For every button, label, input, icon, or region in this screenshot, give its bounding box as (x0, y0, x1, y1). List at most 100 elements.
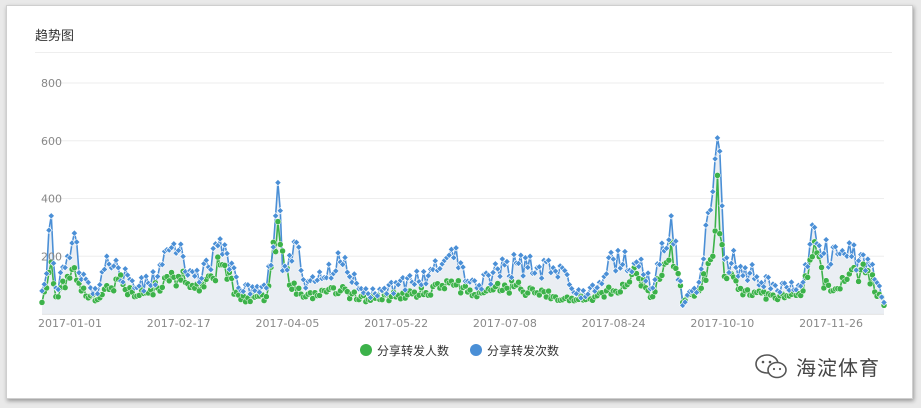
data-point-people (149, 291, 157, 298)
data-point-times (614, 246, 622, 255)
data-point-people (698, 284, 705, 292)
data-point-people (600, 293, 608, 301)
data-point-people (626, 278, 633, 286)
data-point-times (297, 266, 305, 275)
data-point-times (422, 280, 430, 288)
data-point-times (283, 266, 291, 274)
data-point-people (246, 298, 254, 305)
data-point-times (815, 241, 823, 250)
data-point-times (262, 284, 271, 292)
data-point-people (836, 285, 844, 293)
data-point-times (658, 239, 666, 247)
data-point-times (255, 288, 264, 296)
legend-marker-times[interactable] (470, 344, 482, 356)
data-point-times (618, 260, 627, 269)
data-point-people (732, 277, 740, 285)
data-point-times (221, 241, 229, 249)
chart-panel: 趋势图 (6, 5, 913, 399)
data-point-times (651, 275, 659, 284)
data-point-times (339, 260, 347, 269)
data-point-times (730, 246, 738, 255)
legend-marker-people[interactable] (360, 344, 372, 356)
data-point-times (366, 293, 375, 302)
data-point-times (514, 259, 523, 268)
panel-title: 趋势图 (35, 29, 75, 44)
data-point-times (239, 287, 247, 296)
data-point-people (54, 293, 62, 301)
data-point-times (274, 178, 282, 187)
data-point-people (196, 287, 203, 295)
data-point-times (179, 252, 187, 261)
x-tick-label: 2017-05-22 (364, 317, 428, 330)
data-point-times (267, 261, 275, 269)
data-point-times (177, 240, 185, 248)
data-point-times (246, 290, 254, 298)
data-point-times (389, 289, 398, 298)
data-point-people (288, 286, 296, 293)
data-point-times (100, 265, 109, 274)
legend-label-times[interactable]: 分享转发次数 (487, 343, 559, 358)
data-point-times (484, 271, 493, 279)
data-point-times (709, 188, 717, 196)
data-point-people (80, 284, 87, 292)
legend-label-people[interactable]: 分享转发人数 (377, 343, 449, 358)
data-point-times (54, 285, 62, 294)
x-tick-label: 2017-02-17 (147, 317, 211, 330)
data-point-people (674, 270, 682, 277)
data-point-people (200, 283, 208, 291)
data-point-people (330, 284, 337, 292)
data-point-times (142, 272, 150, 280)
data-point-times (575, 286, 583, 294)
data-point-times (228, 259, 236, 267)
data-point-people (272, 248, 279, 255)
data-point-times (209, 244, 217, 253)
y-tick-label: 400 (41, 193, 62, 206)
data-point-times (503, 257, 511, 266)
data-point-times (121, 265, 129, 273)
data-point-times (369, 285, 377, 293)
y-tick-label: 800 (41, 77, 62, 90)
data-point-people (843, 276, 851, 283)
data-point-times (49, 259, 58, 267)
data-point-times (341, 253, 349, 262)
data-point-times (325, 260, 333, 268)
y-tick-label: 200 (41, 250, 62, 263)
data-point-times (420, 267, 428, 276)
data-point-people (804, 274, 811, 281)
data-point-times (40, 280, 48, 288)
data-point-times (662, 244, 671, 252)
data-point-people (702, 277, 710, 284)
data-point-times (494, 265, 502, 273)
data-point-times (334, 249, 342, 257)
data-point-times (216, 235, 224, 243)
data-point-times (753, 273, 761, 281)
data-point-times (875, 282, 883, 290)
data-point-times (727, 259, 735, 267)
data-point-times (387, 278, 395, 287)
data-point-times (843, 252, 851, 260)
tick-labels: 200 400 600 800 2017-01-01 2017-02-17 2017-04-… (38, 77, 863, 330)
data-point-people (866, 280, 874, 288)
data-point-times (410, 280, 419, 289)
data-point-times (86, 284, 95, 292)
data-point-times (820, 249, 828, 257)
data-point-people (172, 282, 180, 290)
wechat-icon (755, 354, 787, 379)
data-point-times (551, 267, 560, 275)
data-point-times (799, 278, 807, 286)
data-point-times (711, 155, 719, 163)
data-point-times (170, 240, 178, 248)
data-point-times (346, 273, 354, 281)
data-point-people (457, 289, 464, 297)
data-point-times (787, 278, 796, 286)
data-point-times (207, 266, 215, 274)
data-point-times (413, 267, 421, 275)
data-point-times (135, 282, 143, 290)
x-tick-label: 2017-11-26 (799, 317, 863, 330)
series-markers (38, 134, 888, 309)
data-point-times (810, 223, 819, 231)
data-point-times (746, 269, 754, 277)
data-point-people (290, 279, 298, 287)
x-tick-label: 2017-07-08 (473, 317, 537, 330)
